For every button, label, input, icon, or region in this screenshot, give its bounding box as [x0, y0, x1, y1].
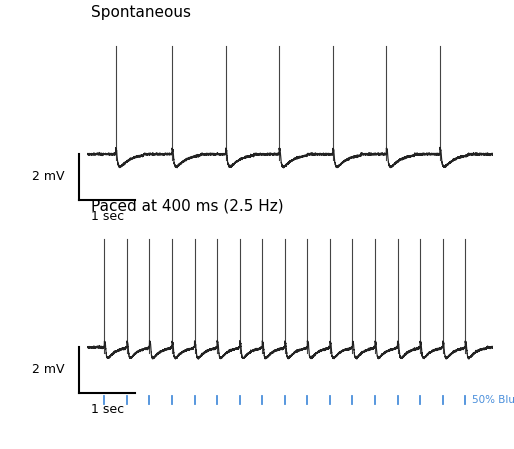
Text: 2 mV: 2 mV — [32, 364, 64, 376]
Text: Paced at 400 ms (2.5 Hz): Paced at 400 ms (2.5 Hz) — [91, 198, 284, 213]
Text: 1 sec: 1 sec — [90, 210, 124, 223]
Text: 2 mV: 2 mV — [32, 171, 64, 183]
Text: 50% Blue Light: 50% Blue Light — [472, 395, 514, 405]
Text: Spontaneous: Spontaneous — [91, 5, 191, 20]
Text: 1 sec: 1 sec — [90, 403, 124, 416]
